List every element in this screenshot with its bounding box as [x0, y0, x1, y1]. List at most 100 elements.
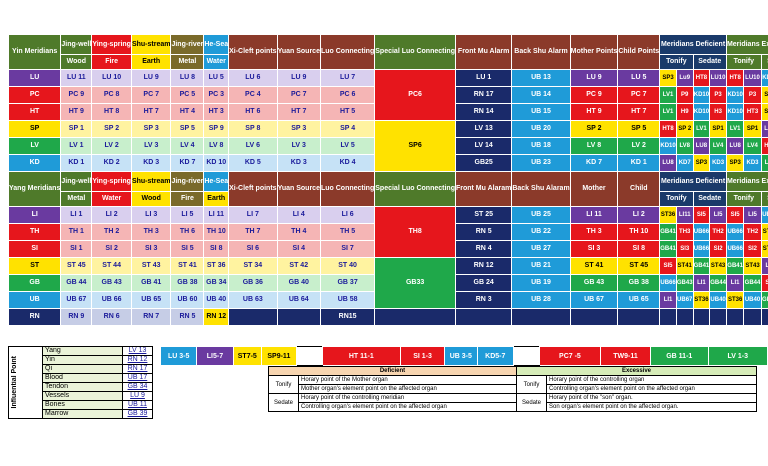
point-cell: HT 4 [170, 103, 205, 121]
tonify-sedate-cell: ST36 [760, 240, 768, 258]
mu-shu-cell: UB 20 [511, 120, 571, 138]
point-cell: ST 34 [228, 257, 278, 275]
column-header: Yuan Source [276, 171, 321, 207]
meridian-label: SP [7, 120, 62, 138]
tonify-sedate-cell: ST36 [659, 206, 677, 224]
tonify-sedate-cell: LV1 [760, 154, 768, 172]
summary-cell: SI 1-3 [400, 346, 446, 366]
mu-shu-cell: UB 13 [511, 69, 571, 87]
point-cell: TH 5 [319, 223, 376, 241]
column-header: Luo Connecting [319, 171, 376, 207]
mu-shu-cell: SI 3 [569, 240, 619, 258]
excessive-header: Meridians Excessive [725, 171, 768, 192]
mu-shu-cell: RN 3 [454, 291, 513, 309]
summary-cell [295, 346, 323, 366]
column-header: Xi-Cleft points [228, 171, 278, 207]
tonify-sedate-cell: UB66 [725, 223, 745, 241]
meridian-label: RN [7, 308, 62, 326]
point-cell: UB 66 [91, 291, 132, 309]
mu-shu-cell: ST 25 [454, 206, 513, 224]
point-cell: SI 2 [91, 240, 132, 258]
point-cell: LU 5 [203, 69, 230, 87]
point-cell: GB 37 [319, 274, 376, 292]
influential-key: Qi [42, 364, 123, 374]
tonify-sedate-cell: GB44 [709, 274, 727, 292]
summary-cell: HT 11-1 [321, 346, 402, 366]
mu-shu-cell: KD 7 [569, 154, 619, 172]
sedate-header: Sedate [692, 54, 727, 70]
tonify-sedate-cell: ST36 [725, 291, 745, 309]
point-cell: KD 1 [60, 154, 93, 172]
mu-shu-cell: GB25 [454, 154, 513, 172]
point-cell: RN 9 [60, 308, 93, 326]
meridian-label: LI [7, 206, 62, 224]
tonify-sedate-cell: SP1 [743, 120, 762, 138]
point-cell: HT 3 [203, 103, 230, 121]
influential-value: GB 34 [122, 382, 153, 392]
tonify-sedate-cell: LI1 [725, 274, 745, 292]
point-cell: RN 6 [91, 308, 132, 326]
mu-shu-cell: LI 2 [617, 206, 661, 224]
tonify-sedate-cell: UB66 [760, 206, 768, 224]
empty-cell [659, 308, 677, 326]
tonify-sedate-cell: UB66 [725, 240, 745, 258]
influential-key: Vessels [42, 391, 123, 401]
point-cell: LV 3 [130, 137, 172, 155]
point-cell: LV 6 [228, 137, 278, 155]
point-type-header: Ying-spring [91, 171, 132, 192]
point-cell: UB 40 [203, 291, 230, 309]
column-header: Back Shu Alarm [511, 34, 571, 70]
point-cell: TH 7 [228, 223, 278, 241]
point-cell: LU 6 [228, 69, 278, 87]
tonify-sedate-cell: ST36 [692, 291, 711, 309]
tonify-sedate-cell: LV1 [725, 120, 745, 138]
excessive-header: Meridians Excessive [725, 34, 768, 55]
point-cell: TH 4 [276, 223, 321, 241]
summary-cell: GB 11-1 [649, 346, 709, 366]
point-cell: ST 43 [130, 257, 172, 275]
point-cell: LI 5 [170, 206, 205, 224]
meridian-label: HT [7, 103, 62, 121]
element-label: Wood [60, 54, 93, 70]
empty-cell [569, 308, 619, 326]
tonify-sedate-cell: LV4 [743, 137, 762, 155]
point-cell: TH 6 [170, 223, 205, 241]
tonify-sedate-cell: LI5 [743, 206, 762, 224]
empty-cell [709, 308, 727, 326]
tonify-sedate-cell: LU8 [692, 137, 711, 155]
tonify-sedate-cell: ST43 [743, 257, 762, 275]
empty-cell [692, 308, 711, 326]
tonify-sedate-cell: LU8 [760, 120, 768, 138]
point-cell: HT 7 [130, 103, 172, 121]
tonify-sedate-cell: HT8 [760, 137, 768, 155]
point-cell: UB 65 [130, 291, 172, 309]
influential-value: RN 17 [122, 364, 153, 374]
column-header: Mother [569, 171, 619, 207]
mu-shu-cell: TH 3 [569, 223, 619, 241]
tonify-sedate-cell: SP3 [692, 154, 711, 172]
point-cell: SP 2 [91, 120, 132, 138]
point-cell: PC 9 [60, 86, 93, 104]
point-cell: TH 2 [91, 223, 132, 241]
influential-key: Bones [42, 400, 123, 410]
point-cell: KD 5 [228, 154, 278, 172]
influential-key: Blood [42, 373, 123, 383]
mu-shu-cell: GB 24 [454, 274, 513, 292]
point-cell: RN15 [319, 308, 376, 326]
mu-shu-cell: LU 9 [569, 69, 619, 87]
point-cell [276, 308, 321, 326]
column-header: Special Luo Connecting [374, 171, 456, 207]
legend-text: Controlling organ's element point on the… [546, 384, 757, 394]
tonify-sedate-cell: P3 [743, 86, 762, 104]
point-cell: UB 60 [170, 291, 205, 309]
tonify-sedate-cell: LI11 [675, 206, 694, 224]
empty-cell [675, 308, 694, 326]
influential-value: GB 39 [122, 409, 153, 419]
mu-shu-cell: UB 23 [511, 154, 571, 172]
column-header: Mother Points [569, 34, 619, 70]
point-cell: KD 3 [130, 154, 172, 172]
point-cell: ST 42 [276, 257, 321, 275]
point-cell: LU 9 [130, 69, 172, 87]
tonify-sedate-cell: SP3 [659, 69, 677, 87]
point-cell: LV 2 [91, 137, 132, 155]
